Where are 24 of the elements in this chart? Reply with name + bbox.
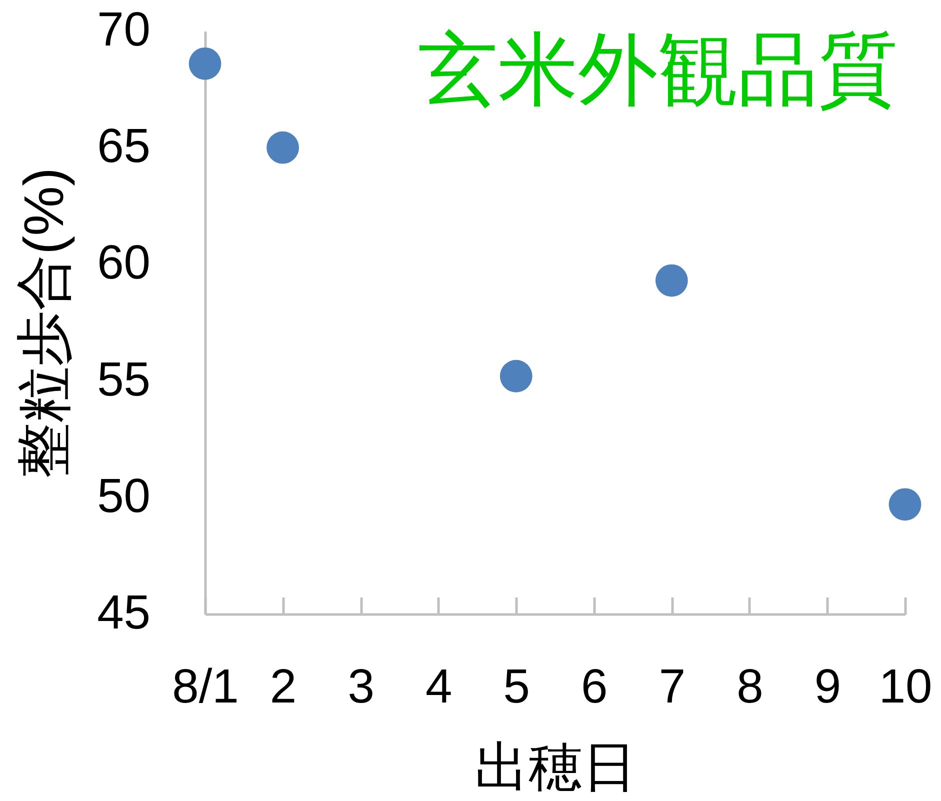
point [888,488,922,521]
chart-title: 玄米外観品質 [418,25,898,114]
point [655,264,688,297]
point [188,47,222,80]
y-tick-label: 65 [97,120,150,174]
point [500,360,532,392]
x-tick-label: 6 [581,660,608,714]
x-tick-label: 9 [814,660,842,714]
x-tick-label: 8/1 [172,660,239,714]
x-tick-label: 2 [270,660,297,714]
x-axis-title: 出穂日 [474,738,636,798]
x-tick-label: 10 [878,660,932,714]
x-tick-label: 5 [503,660,530,714]
x-tick-label: 7 [658,660,686,714]
y-tick-label: 70 [97,4,150,56]
point [266,131,299,164]
x-tick-label: 3 [348,660,374,714]
y-tick-label: 45 [97,586,150,640]
y-tick-label: 60 [97,236,150,290]
x-tick-label: 4 [425,660,452,714]
y-tick-label: 55 [97,353,150,406]
y-tick-label: 50 [97,470,150,523]
y-axis-title: 整粒歩合(%) [12,167,76,479]
x-tick-label: 8 [736,660,764,714]
